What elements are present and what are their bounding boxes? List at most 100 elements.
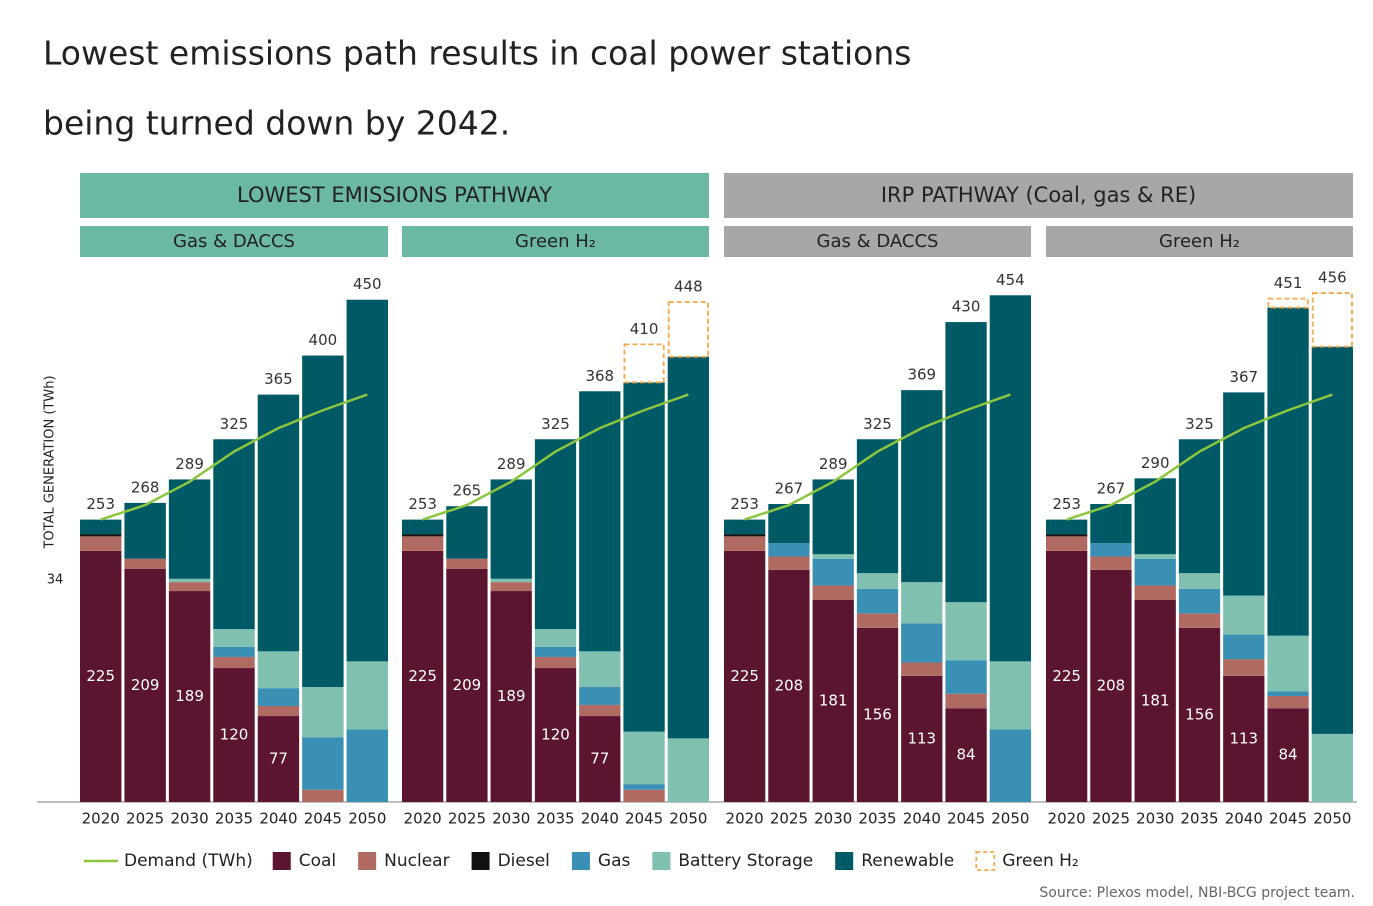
bar-segment xyxy=(1223,392,1265,596)
group-header-label: LOWEST EMISSIONS PATHWAY xyxy=(237,183,552,207)
demand-line xyxy=(1066,393,1333,521)
x-tick-label: 2050 xyxy=(991,810,1029,828)
x-tick-label: 2035 xyxy=(1180,810,1218,828)
bar-segment xyxy=(346,299,388,662)
bar-segment xyxy=(579,391,621,652)
bar-segment xyxy=(1178,573,1221,589)
legend-swatch xyxy=(975,851,996,871)
total-label: 289 xyxy=(819,455,848,473)
panel-header xyxy=(1046,226,1353,257)
bar-segment xyxy=(812,599,854,802)
bar-segment xyxy=(257,394,300,652)
total-label: 268 xyxy=(131,478,160,496)
legend-label: Gas xyxy=(598,851,631,871)
bar-segment xyxy=(402,550,444,802)
bar-segment xyxy=(623,343,665,384)
x-tick-label: 2040 xyxy=(581,810,619,828)
bar-segment xyxy=(213,629,255,647)
x-tick-label: 2050 xyxy=(348,810,386,828)
total-label: 365 xyxy=(264,370,293,388)
bar-segment xyxy=(623,382,665,732)
bar-segment xyxy=(901,390,943,583)
bar-segment xyxy=(1178,439,1221,574)
bar-segment xyxy=(579,651,621,688)
bar-segment xyxy=(1134,554,1176,559)
bar-segment xyxy=(1134,558,1176,586)
x-tick-label: 2035 xyxy=(215,810,253,828)
value-label: 77 xyxy=(269,750,288,768)
bar-segment xyxy=(302,737,344,790)
bar-segment xyxy=(989,295,1031,662)
bar-segment xyxy=(1311,733,1353,802)
x-tick-label: 2050 xyxy=(1313,810,1351,828)
value-label: 77 xyxy=(590,750,609,768)
bar-segment xyxy=(402,534,444,537)
x-tick-label: 2040 xyxy=(903,810,941,828)
total-label: 253 xyxy=(86,495,115,513)
bar-segment xyxy=(1267,635,1309,692)
x-tick-label: 2050 xyxy=(669,810,707,828)
bar-segment xyxy=(667,738,709,802)
bar-segment xyxy=(1267,695,1309,709)
legend-swatch xyxy=(835,852,854,870)
bar-segment xyxy=(1267,708,1309,802)
bar-segment xyxy=(945,693,987,709)
panel-header-label: Green H₂ xyxy=(515,231,596,252)
bar-segment xyxy=(446,568,488,802)
x-tick-label: 2030 xyxy=(492,810,530,828)
bar-segment xyxy=(80,536,122,551)
annotation: 34 xyxy=(47,573,64,588)
total-label: 448 xyxy=(674,277,703,295)
panel-header-label: Gas & DACCS xyxy=(817,231,939,252)
x-tick-label: 2030 xyxy=(170,810,208,828)
bar-segment xyxy=(579,687,621,705)
bar-segment xyxy=(124,568,166,802)
value-label: 225 xyxy=(730,667,759,685)
bar-segment xyxy=(534,439,577,629)
group-header xyxy=(80,173,709,218)
panel-header xyxy=(402,226,709,257)
legend-label: Nuclear xyxy=(384,851,449,871)
value-label: 120 xyxy=(220,726,249,744)
x-tick-label: 2045 xyxy=(1269,810,1307,828)
total-label: 253 xyxy=(730,495,759,513)
bar-segment xyxy=(856,439,899,574)
chart-title: being turned down by 2042. xyxy=(43,104,510,143)
x-tick-label: 2030 xyxy=(1136,810,1174,828)
bar-segment xyxy=(945,708,987,802)
bar-segment xyxy=(768,569,810,802)
value-label: 120 xyxy=(541,726,570,744)
panel-header xyxy=(80,226,388,257)
bar-segment xyxy=(724,550,766,802)
bar-segment xyxy=(213,668,255,802)
bar-segment xyxy=(1267,691,1309,696)
total-label: 265 xyxy=(453,482,482,500)
x-tick-label: 2020 xyxy=(404,810,442,828)
total-label: 253 xyxy=(408,495,437,513)
bar-segment xyxy=(490,591,532,802)
value-label: 156 xyxy=(1185,705,1214,723)
total-label: 267 xyxy=(775,479,804,497)
bar-segment xyxy=(724,519,766,535)
bar-segment xyxy=(346,661,388,730)
total-label: 369 xyxy=(907,366,936,384)
bar-segment xyxy=(1223,659,1265,676)
bar-segment xyxy=(1223,675,1265,802)
bar-segment xyxy=(901,623,943,663)
bar-segment xyxy=(490,479,532,579)
value-label: 225 xyxy=(86,667,115,685)
x-tick-label: 2025 xyxy=(448,810,486,828)
bar-segment xyxy=(534,646,577,657)
value-label: 181 xyxy=(1141,691,1170,709)
bar-segment xyxy=(402,536,444,551)
group-header-label: IRP PATHWAY (Coal, gas & RE) xyxy=(881,183,1196,207)
x-tick-label: 2035 xyxy=(536,810,574,828)
bar-segment xyxy=(257,651,300,689)
total-label: 325 xyxy=(541,415,570,433)
bar-segment xyxy=(80,534,122,537)
panel-header xyxy=(724,226,1031,257)
total-label: 289 xyxy=(175,455,204,473)
bar-segment xyxy=(1178,588,1221,614)
bar-segment xyxy=(667,301,709,358)
